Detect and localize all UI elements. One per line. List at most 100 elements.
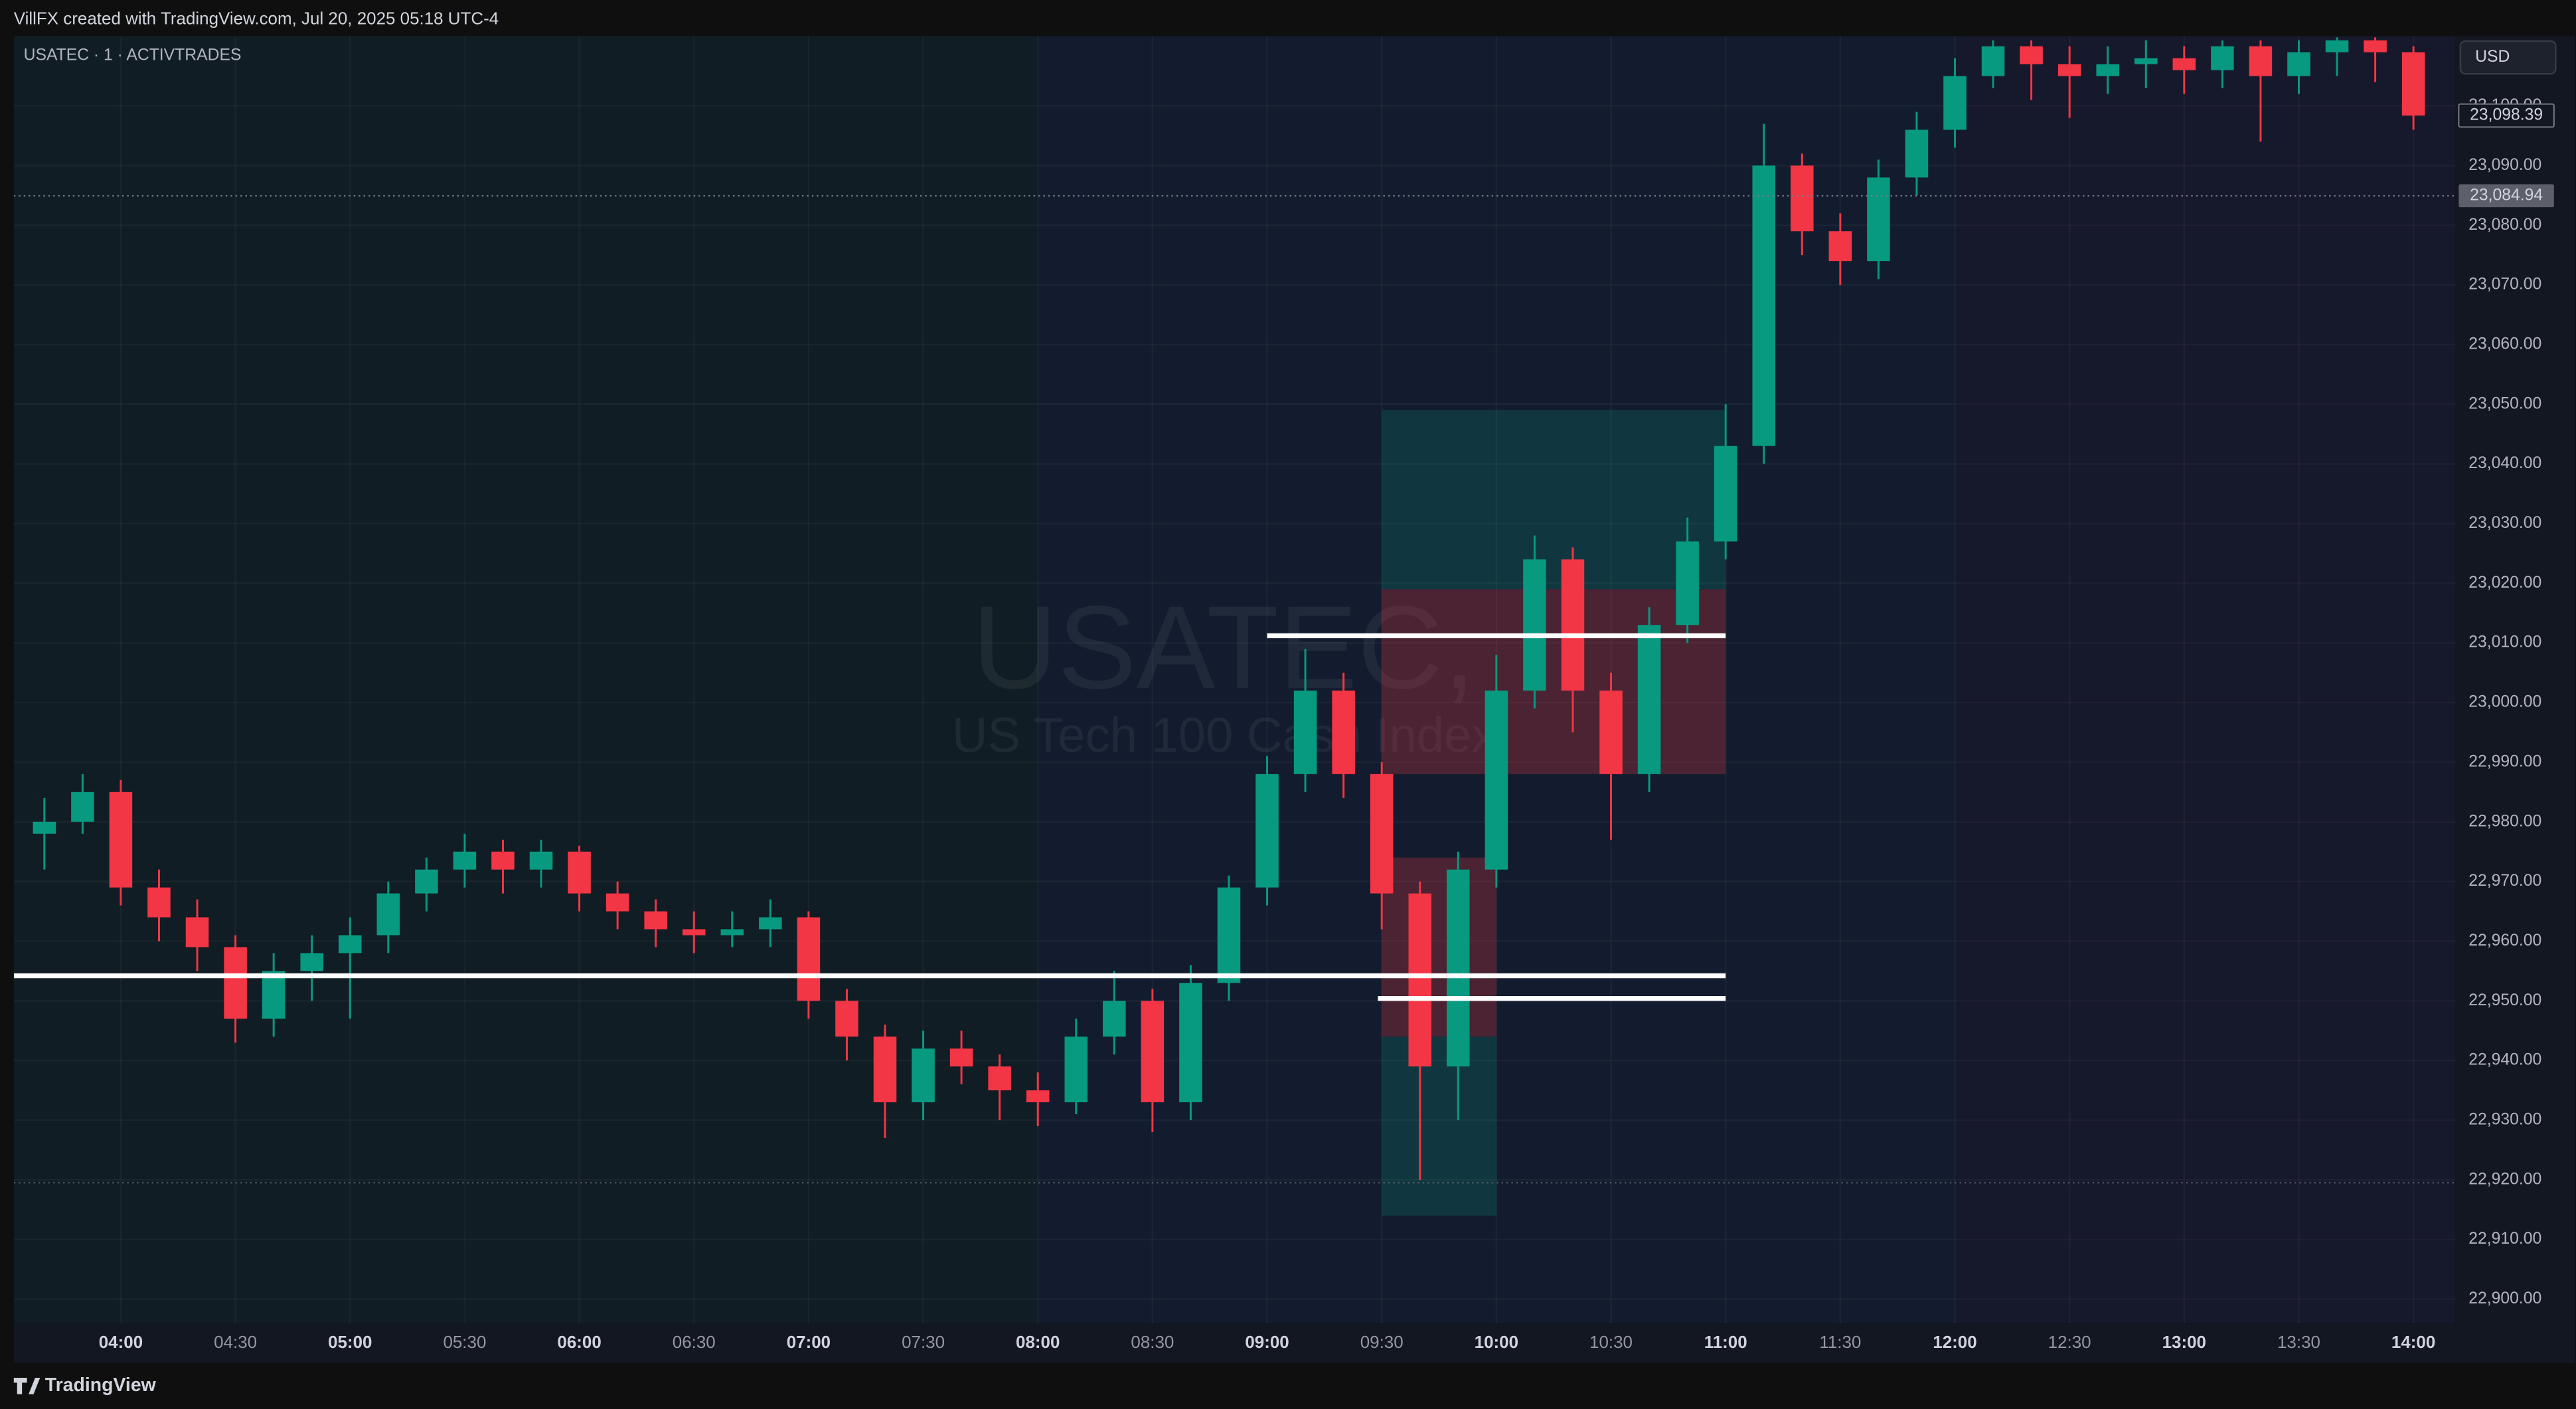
- candle-body: [2325, 40, 2349, 52]
- candle-body: [2211, 46, 2234, 70]
- y-tick-label: 22,970.00: [2468, 872, 2541, 890]
- candle-body: [2020, 46, 2043, 64]
- candle-body: [1217, 887, 1241, 983]
- brand-name: TradingView: [45, 1374, 157, 1396]
- x-tick-label: 06:30: [673, 1332, 716, 1352]
- y-tick-label: 23,030.00: [2468, 514, 2541, 532]
- candle-body: [453, 851, 477, 870]
- x-tick-label: 11:30: [1819, 1332, 1861, 1352]
- candle-body: [1179, 983, 1202, 1103]
- x-tick-label: 13:00: [2162, 1332, 2206, 1352]
- x-tick-label: 13:30: [2277, 1332, 2320, 1352]
- x-tick-label: 07:00: [787, 1332, 831, 1352]
- plot-area: USATEC,US Tech 100 Cash Index: [13, 36, 2456, 1324]
- candle-body: [2249, 46, 2273, 76]
- y-tick-label: 22,980.00: [2468, 812, 2541, 830]
- y-tick-label: 22,920.00: [2468, 1170, 2541, 1188]
- session-background: [13, 36, 1038, 1324]
- candle-body: [873, 1036, 897, 1103]
- x-tick-label: 05:30: [443, 1332, 486, 1352]
- price-label: 23,084.94: [2470, 186, 2543, 204]
- y-tick-label: 23,040.00: [2468, 454, 2541, 472]
- y-tick-label: 23,080.00: [2468, 216, 2541, 234]
- candle-body: [1752, 165, 1775, 446]
- price-label-box: [2458, 184, 2554, 208]
- candle-body: [1676, 541, 1699, 625]
- candle-body: [529, 851, 553, 870]
- y-tick-label: 22,950.00: [2468, 991, 2541, 1009]
- candle-body: [1026, 1090, 1050, 1103]
- price-label-box: [2458, 103, 2555, 128]
- candle-body: [224, 947, 247, 1019]
- header-text: VillFX created with TradingView.com, Jul…: [14, 9, 499, 29]
- candle-body: [1943, 76, 1967, 130]
- candle-body: [33, 821, 56, 834]
- price-label: 23,098.39: [2470, 106, 2543, 124]
- candle-body: [1447, 869, 1470, 1067]
- candle-body: [2134, 58, 2158, 64]
- x-tick-label: 10:30: [1589, 1332, 1633, 1352]
- candle-body: [644, 911, 667, 930]
- candle-body: [1981, 46, 2005, 76]
- watermark-title: USATEC,: [972, 581, 1475, 713]
- x-tick-label: 08:30: [1131, 1332, 1174, 1352]
- currency-button[interactable]: [2459, 40, 2557, 75]
- x-tick-label: 12:00: [1933, 1332, 1976, 1352]
- y-tick-label: 22,940.00: [2468, 1051, 2541, 1069]
- candle-body: [1103, 1001, 1126, 1037]
- y-tick-label: 22,900.00: [2468, 1289, 2541, 1307]
- y-tick-label: 23,000.00: [2468, 693, 2541, 711]
- candle-body: [262, 971, 285, 1019]
- target-zone: [1382, 410, 1726, 590]
- x-tick-label: 09:00: [1245, 1332, 1289, 1352]
- candle-body: [835, 1001, 858, 1037]
- candle-body: [568, 851, 591, 894]
- candle-body: [1714, 446, 1737, 542]
- x-tick-label: 04:00: [99, 1332, 143, 1352]
- stop-zone: [1382, 589, 1726, 774]
- candle-body: [949, 1048, 973, 1067]
- candle-body: [109, 791, 133, 888]
- brand-logo: [13, 1378, 40, 1394]
- candle-body: [339, 935, 362, 953]
- candle-body: [415, 869, 438, 894]
- candle-body: [1791, 165, 1814, 232]
- y-tick-label: 23,090.00: [2468, 156, 2541, 174]
- symbol-label: USATEC · 1 · ACTIVTRADES: [24, 46, 242, 64]
- y-tick-label: 23,020.00: [2468, 574, 2541, 592]
- y-tick-label: 23,060.00: [2468, 335, 2541, 353]
- currency-label[interactable]: USD: [2475, 48, 2510, 66]
- candle-body: [682, 929, 706, 936]
- candle-body: [2172, 58, 2196, 70]
- y-tick-label: 22,930.00: [2468, 1111, 2541, 1129]
- candle-body: [759, 917, 782, 930]
- candle-body: [376, 893, 400, 936]
- x-tick-label: 06:00: [557, 1332, 601, 1352]
- x-tick-label: 11:00: [1704, 1332, 1747, 1352]
- y-tick-label: 22,960.00: [2468, 932, 2541, 950]
- candle-body: [2401, 52, 2425, 116]
- candle-body: [1867, 177, 1890, 262]
- candle-body: [988, 1066, 1011, 1091]
- candle-body: [2057, 64, 2081, 76]
- x-tick-label: 04:30: [214, 1332, 257, 1352]
- candle-body: [2287, 52, 2310, 76]
- candle-body: [2364, 40, 2387, 52]
- candle-body: [1293, 691, 1317, 774]
- watermark-subtitle: US Tech 100 Cash Index: [952, 708, 1496, 763]
- candle-body: [185, 917, 209, 948]
- candle-body: [1561, 559, 1585, 691]
- session-background: [1955, 36, 2456, 1324]
- candle-body: [1523, 559, 1546, 691]
- candle-body: [1408, 893, 1432, 1067]
- candle-body: [720, 929, 744, 936]
- x-tick-label: 14:00: [2391, 1332, 2435, 1352]
- time-axis: [13, 1323, 2456, 1363]
- candle-body: [71, 791, 94, 822]
- price-axis: [2455, 36, 2575, 1363]
- y-tick-label: 22,990.00: [2468, 752, 2541, 770]
- y-tick-label: 22,910.00: [2468, 1230, 2541, 1248]
- y-tick-label: 23,050.00: [2468, 394, 2541, 412]
- x-tick-label: 12:30: [2048, 1332, 2091, 1352]
